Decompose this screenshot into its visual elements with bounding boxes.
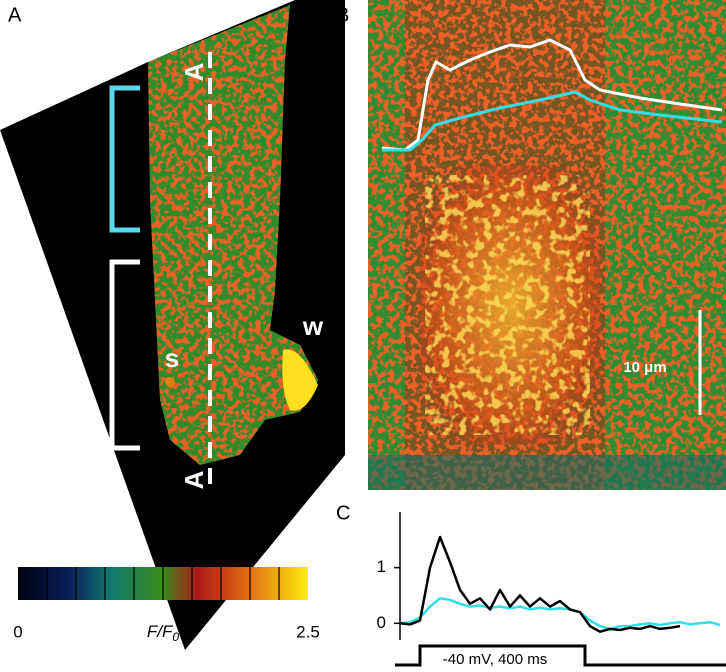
panel-label: A bbox=[8, 4, 22, 26]
linescan-image bbox=[368, 0, 726, 490]
y-tick-label: 0 bbox=[377, 613, 386, 632]
colorbar-tick-label: 0 bbox=[13, 622, 22, 641]
colorbar-label: F/F0 bbox=[147, 622, 180, 644]
trace bbox=[399, 535, 681, 633]
stimulus-protocol bbox=[395, 644, 726, 667]
stimulus-label: -40 mV, 400 ms bbox=[443, 651, 548, 668]
panel-label: B bbox=[336, 4, 349, 26]
colorbar-dividers bbox=[46, 567, 280, 600]
colorbar-tick-label: 2.5 bbox=[296, 622, 320, 641]
hotspot bbox=[165, 377, 175, 387]
cyan-bracket bbox=[109, 85, 140, 233]
marker-label: s bbox=[165, 343, 179, 373]
line-label: A bbox=[179, 470, 209, 489]
trace bbox=[399, 597, 721, 631]
white-bracket bbox=[109, 259, 140, 451]
panel-label: C bbox=[336, 502, 350, 524]
marker-label: w bbox=[302, 311, 324, 341]
scale-bar-label: 10 μm bbox=[623, 359, 666, 376]
trace-overlay bbox=[381, 38, 723, 152]
y-tick-label: 1 bbox=[377, 557, 386, 576]
line-label: A bbox=[179, 62, 209, 81]
trace-overlay bbox=[382, 90, 723, 152]
hotspot bbox=[282, 349, 318, 411]
